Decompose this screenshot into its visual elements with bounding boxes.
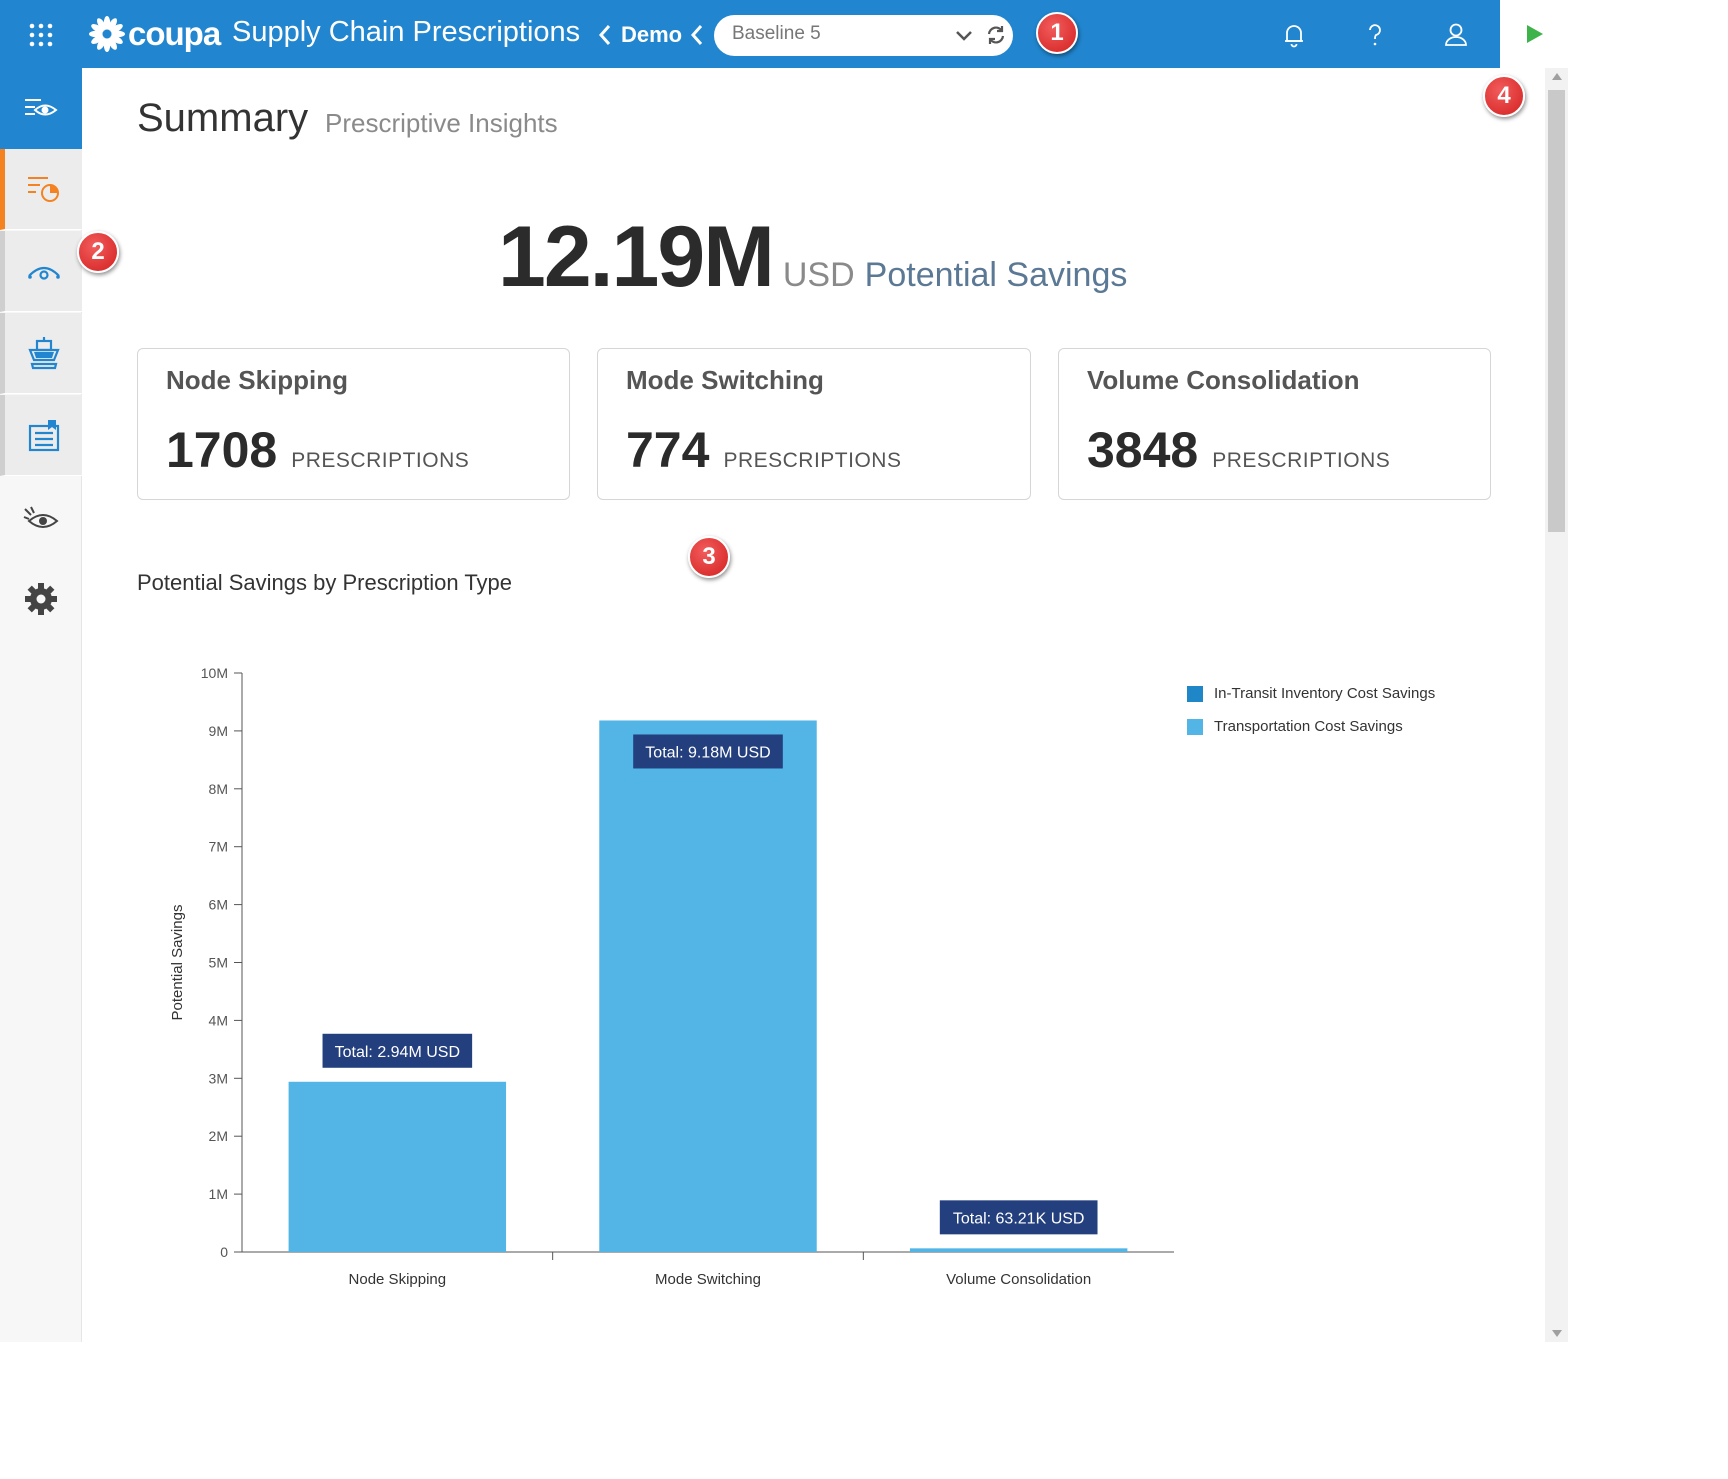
card-node-skipping[interactable]: Node Skipping 1708 PRESCRIPTIONS	[137, 348, 570, 500]
shipping-icon	[27, 337, 60, 370]
card-unit: PRESCRIPTIONS	[1212, 449, 1391, 472]
y-axis-label: Potential Savings	[169, 905, 186, 1021]
sidebar-item-reports[interactable]	[0, 395, 82, 476]
y-tick-label: 0	[220, 1244, 228, 1260]
legend-item-in-transit[interactable]: In-Transit Inventory Cost Savings	[1187, 677, 1435, 710]
legend-label: In-Transit Inventory Cost Savings	[1214, 685, 1436, 702]
chevron-left-icon[interactable]	[596, 22, 614, 48]
callout-badge-1: 1	[1036, 12, 1078, 54]
sidebar-item-prescriptions[interactable]	[0, 149, 82, 230]
total-data-label: Total: 2.94M USD	[335, 1044, 460, 1061]
legend-item-transportation[interactable]: Transportation Cost Savings	[1187, 710, 1435, 743]
y-tick-label: 9M	[209, 723, 228, 739]
play-icon[interactable]	[1522, 22, 1546, 46]
y-tick-label: 3M	[209, 1070, 228, 1086]
top-bar: coupa Supply Chain Prescriptions Demo 1	[0, 0, 1500, 68]
callout-badge-4: 4	[1483, 75, 1525, 117]
brand-logo[interactable]: coupa	[88, 14, 221, 54]
bell-icon[interactable]	[1279, 20, 1309, 50]
coupa-flower-icon	[89, 16, 125, 52]
x-tick-label: Node Skipping	[349, 1271, 447, 1288]
settings-gear-icon	[25, 582, 57, 615]
y-tick-label: 6M	[209, 897, 228, 913]
bar-volume-consolidation	[909, 1248, 1128, 1252]
overview-icon	[25, 98, 58, 115]
bar-node-skipping	[288, 1081, 507, 1252]
card-value: 1708	[166, 422, 278, 478]
scroll-thumb[interactable]	[1548, 90, 1565, 532]
legend-swatch	[1187, 685, 1203, 702]
y-tick-label: 5M	[209, 955, 228, 971]
sidebar-item-insights[interactable]	[0, 478, 82, 559]
insights-icon	[23, 506, 59, 528]
legend-label: Transportation Cost Savings	[1214, 718, 1403, 735]
card-unit: PRESCRIPTIONS	[723, 449, 902, 472]
chart-legend: In-Transit Inventory Cost Savings Transp…	[1187, 677, 1435, 743]
brand-name: coupa	[128, 15, 221, 52]
total-label-box	[939, 1200, 1098, 1235]
y-tick-label: 2M	[209, 1128, 228, 1144]
chevron-down-icon[interactable]	[954, 27, 974, 45]
potential-savings-summary: 12.19M USD Potential Savings	[498, 208, 1127, 307]
potential-savings-value: 12.19M	[498, 209, 775, 305]
card-unit: PRESCRIPTIONS	[291, 449, 470, 472]
chart-title: Potential Savings by Prescription Type	[137, 570, 513, 595]
x-tick-label: Volume Consolidation	[946, 1271, 1091, 1288]
y-tick-label: 4M	[209, 1012, 228, 1028]
card-mode-switching[interactable]: Mode Switching 774 PRESCRIPTIONS	[597, 348, 1031, 500]
vertical-scrollbar[interactable]	[1545, 68, 1568, 1342]
chevron-left-icon[interactable]	[688, 22, 706, 48]
savings-bar-chart: 0 1M 2M 3M 4M 5M 6M 7M 8M 9M 10M Potential Savings T…	[169, 665, 1174, 1288]
legend-swatch	[1187, 718, 1203, 735]
x-tick-label: Mode Switching	[655, 1271, 761, 1288]
scroll-down-arrow[interactable]	[1552, 1330, 1562, 1337]
sidebar-item-settings[interactable]	[0, 558, 82, 639]
card-value: 774	[626, 422, 710, 478]
card-title: Volume Consolidation	[1087, 365, 1360, 395]
page-title: Summary	[137, 96, 309, 140]
breadcrumb-demo[interactable]: Demo	[621, 22, 683, 47]
sidebar-item-shipping[interactable]	[0, 313, 82, 394]
y-tick-label: 1M	[209, 1186, 228, 1202]
page-subtitle: Prescriptive Insights	[325, 108, 558, 138]
total-label-box	[633, 734, 783, 769]
app-title: Supply Chain Prescriptions	[232, 16, 581, 48]
total-data-label: Total: 9.18M USD	[645, 744, 770, 761]
reports-icon	[28, 420, 59, 452]
potential-savings-unit: USD	[782, 256, 855, 294]
user-icon[interactable]	[1441, 20, 1471, 50]
main-content: Summary Prescriptive Insights 12.19M USD…	[82, 68, 1545, 1342]
scenario-select[interactable]	[714, 15, 1013, 56]
card-volume-consolidation[interactable]: Volume Consolidation 3848 PRESCRIPTIONS	[1058, 348, 1491, 500]
card-value: 3848	[1087, 422, 1199, 478]
sidebar-item-visibility[interactable]	[0, 231, 82, 312]
card-title: Mode Switching	[626, 365, 824, 395]
total-data-label: Total: 63.21K USD	[953, 1210, 1085, 1227]
run-button[interactable]	[1500, 0, 1568, 68]
apps-grid-icon[interactable]	[28, 22, 54, 48]
visibility-icon	[27, 266, 60, 280]
y-tick-label: 8M	[209, 781, 228, 797]
scroll-up-arrow[interactable]	[1552, 73, 1562, 80]
prescriptions-icon	[27, 177, 59, 202]
total-label-box	[322, 1033, 473, 1068]
card-title: Node Skipping	[166, 365, 348, 395]
callout-badge-3: 3	[688, 536, 730, 578]
scenario-input[interactable]	[732, 23, 932, 45]
bar-mode-switching	[599, 720, 817, 1252]
y-tick-label: 7M	[209, 839, 228, 855]
help-icon[interactable]	[1360, 20, 1390, 50]
sidebar-item-overview[interactable]	[0, 68, 82, 149]
y-tick-label: 10M	[201, 665, 228, 681]
refresh-icon[interactable]	[985, 24, 1007, 46]
potential-savings-label: Potential Savings	[864, 256, 1128, 294]
callout-badge-2: 2	[77, 231, 119, 273]
sidebar	[0, 68, 82, 1342]
